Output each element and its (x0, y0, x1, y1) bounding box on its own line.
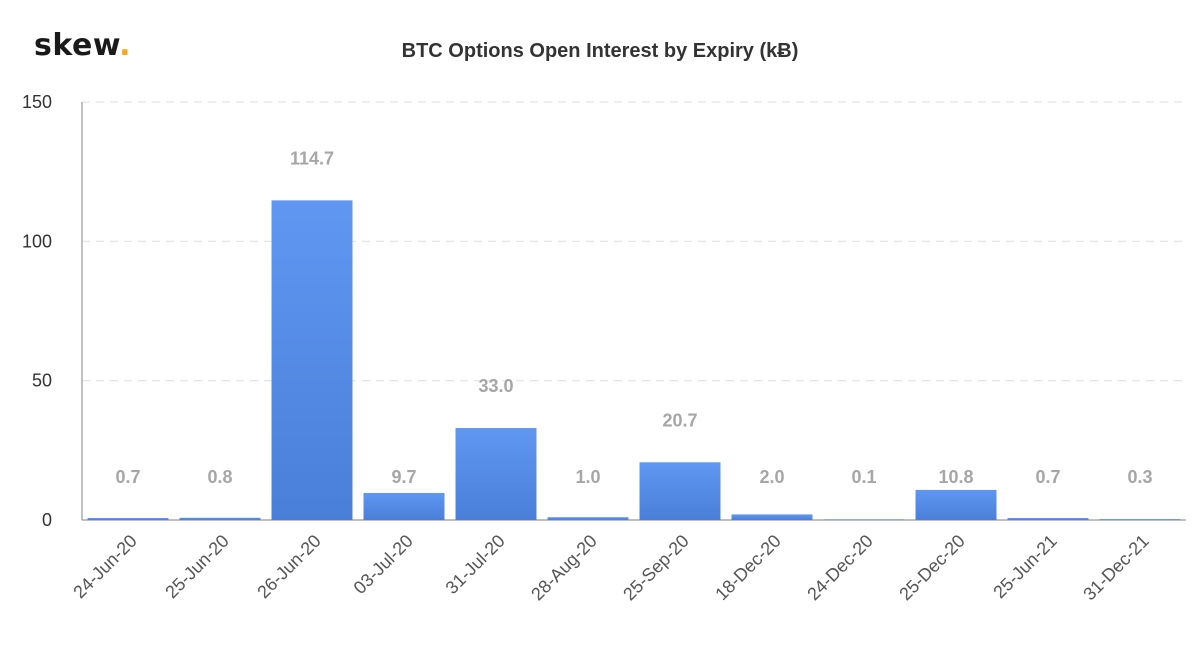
y-tick-label: 0 (42, 510, 52, 530)
x-tick-label: 26-Jun-20 (253, 531, 324, 602)
bar-25-Sep-20 (639, 462, 721, 520)
bar-31-Jul-20 (455, 428, 537, 520)
grid-lines (82, 101, 1186, 382)
tick-labels: 0 50 100 150 24-Jun-20 25-Jun-20 26-Jun-20 03-J… (22, 92, 1153, 604)
x-tick-label: 31-Dec-21 (1079, 531, 1153, 605)
bar-25-Jun-21 (1007, 518, 1089, 520)
bar-31-Dec-21 (1099, 519, 1181, 520)
data-label: 0.7 (115, 467, 140, 487)
chart-title: BTC Options Open Interest by Expiry (kɃ) (401, 40, 799, 62)
y-tick-label: 150 (22, 92, 52, 112)
x-tick-label: 31-Jul-20 (442, 531, 509, 598)
bar-25-Jun-20 (179, 517, 261, 520)
data-label: 20.7 (662, 410, 697, 430)
data-label: 0.8 (207, 467, 232, 487)
data-label: 114.7 (290, 148, 334, 168)
data-label: 0.7 (1035, 467, 1060, 487)
bar-24-Jun-20 (87, 518, 169, 520)
x-tick-label: 24-Jun-20 (69, 531, 140, 602)
bar-03-Jul-20 (363, 492, 445, 520)
bar-28-Aug-20 (547, 517, 629, 520)
axes (81, 102, 1186, 521)
bar-18-Dec-20 (731, 514, 813, 520)
bars (87, 200, 1181, 521)
x-tick-label: 28-Aug-20 (527, 531, 601, 605)
data-label: 9.7 (391, 467, 416, 487)
logo-text: skew (34, 28, 120, 63)
bar-25-Dec-20 (915, 489, 997, 520)
x-tick-label: 25-Jun-21 (989, 531, 1060, 602)
data-label: 33.0 (478, 376, 513, 396)
x-tick-label: 25-Dec-20 (895, 531, 969, 605)
x-tick-label: 25-Jun-20 (161, 531, 232, 602)
data-label: 10.8 (938, 467, 973, 487)
data-label: 0.3 (1127, 467, 1152, 487)
x-tick-label: 18-Dec-20 (711, 531, 785, 605)
data-label: 0.1 (851, 467, 876, 487)
bar-26-Jun-20 (271, 200, 353, 521)
y-tick-label: 50 (32, 371, 52, 391)
bar-24-Dec-20 (823, 519, 905, 520)
data-label: 1.0 (575, 467, 600, 487)
x-tick-label: 25-Sep-20 (619, 531, 693, 605)
data-labels: 0.7 0.8 114.7 9.7 33.0 1.0 20.7 2.0 0.1 10.8 0.7 0.… (115, 148, 1152, 487)
data-label: 2.0 (759, 467, 784, 487)
x-tick-label: 24-Dec-20 (803, 531, 877, 605)
skew-logo: skew. (34, 28, 131, 63)
logo-dot: . (119, 28, 132, 63)
x-tick-label: 03-Jul-20 (350, 531, 417, 598)
y-tick-label: 100 (22, 231, 52, 251)
